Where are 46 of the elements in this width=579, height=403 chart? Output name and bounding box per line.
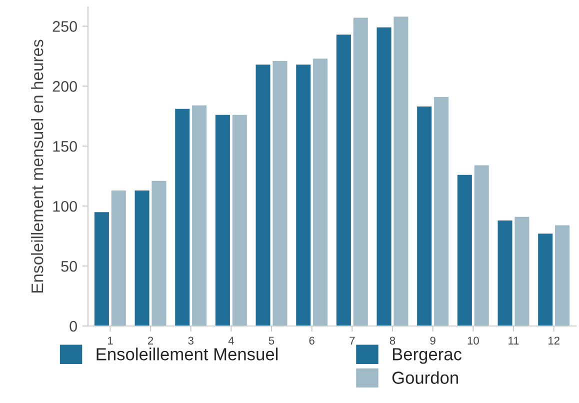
y-tick-label: 250 (52, 21, 77, 32)
bar (94, 212, 109, 326)
bar (394, 16, 408, 326)
y-axis-title: Ensoleillement mensuel en heures (31, 40, 44, 293)
bar (498, 220, 512, 326)
bar (336, 34, 351, 326)
y-tick-label: 200 (52, 81, 77, 92)
x-tick-label: 6 (309, 336, 314, 345)
x-tick-label: 1 (108, 336, 113, 344)
x-tick-label: 4 (228, 336, 234, 344)
x-tick-label: 8 (390, 336, 396, 345)
x-tick-label: 9 (430, 336, 436, 345)
bar (514, 216, 530, 326)
bar (417, 106, 432, 326)
x-tick-label: 7 (350, 336, 355, 344)
bar (232, 114, 247, 326)
bar (152, 180, 166, 326)
legend-label: Bergerac (392, 348, 462, 364)
x-tick-label: 11 (508, 336, 519, 344)
x-tick-label: 5 (268, 336, 274, 345)
bar (434, 96, 449, 326)
bar (111, 190, 126, 326)
x-tick-label: 2 (148, 336, 154, 344)
bar (353, 18, 368, 326)
bar (134, 190, 150, 326)
bar (256, 64, 270, 326)
bar (296, 64, 311, 326)
legend-label: Gourdon (392, 371, 458, 384)
bar (457, 174, 472, 326)
bar (272, 60, 288, 326)
bar (192, 105, 207, 326)
y-tick-label: 150 (53, 140, 77, 152)
x-tick-label: 12 (548, 336, 560, 344)
y-tick-label: 100 (53, 200, 77, 212)
y-tick-label: 50 (61, 260, 77, 272)
legend-title: Ensoleillement Mensuel (96, 348, 278, 360)
bar (175, 108, 190, 326)
x-tick-label: 10 (468, 336, 479, 345)
bar (376, 27, 392, 326)
bar (538, 234, 553, 326)
bar (215, 114, 230, 326)
bar (555, 225, 570, 326)
x-tick-label: 3 (188, 336, 194, 345)
y-tick-label: 0 (70, 320, 77, 332)
bar (474, 165, 489, 326)
bar (313, 58, 328, 326)
